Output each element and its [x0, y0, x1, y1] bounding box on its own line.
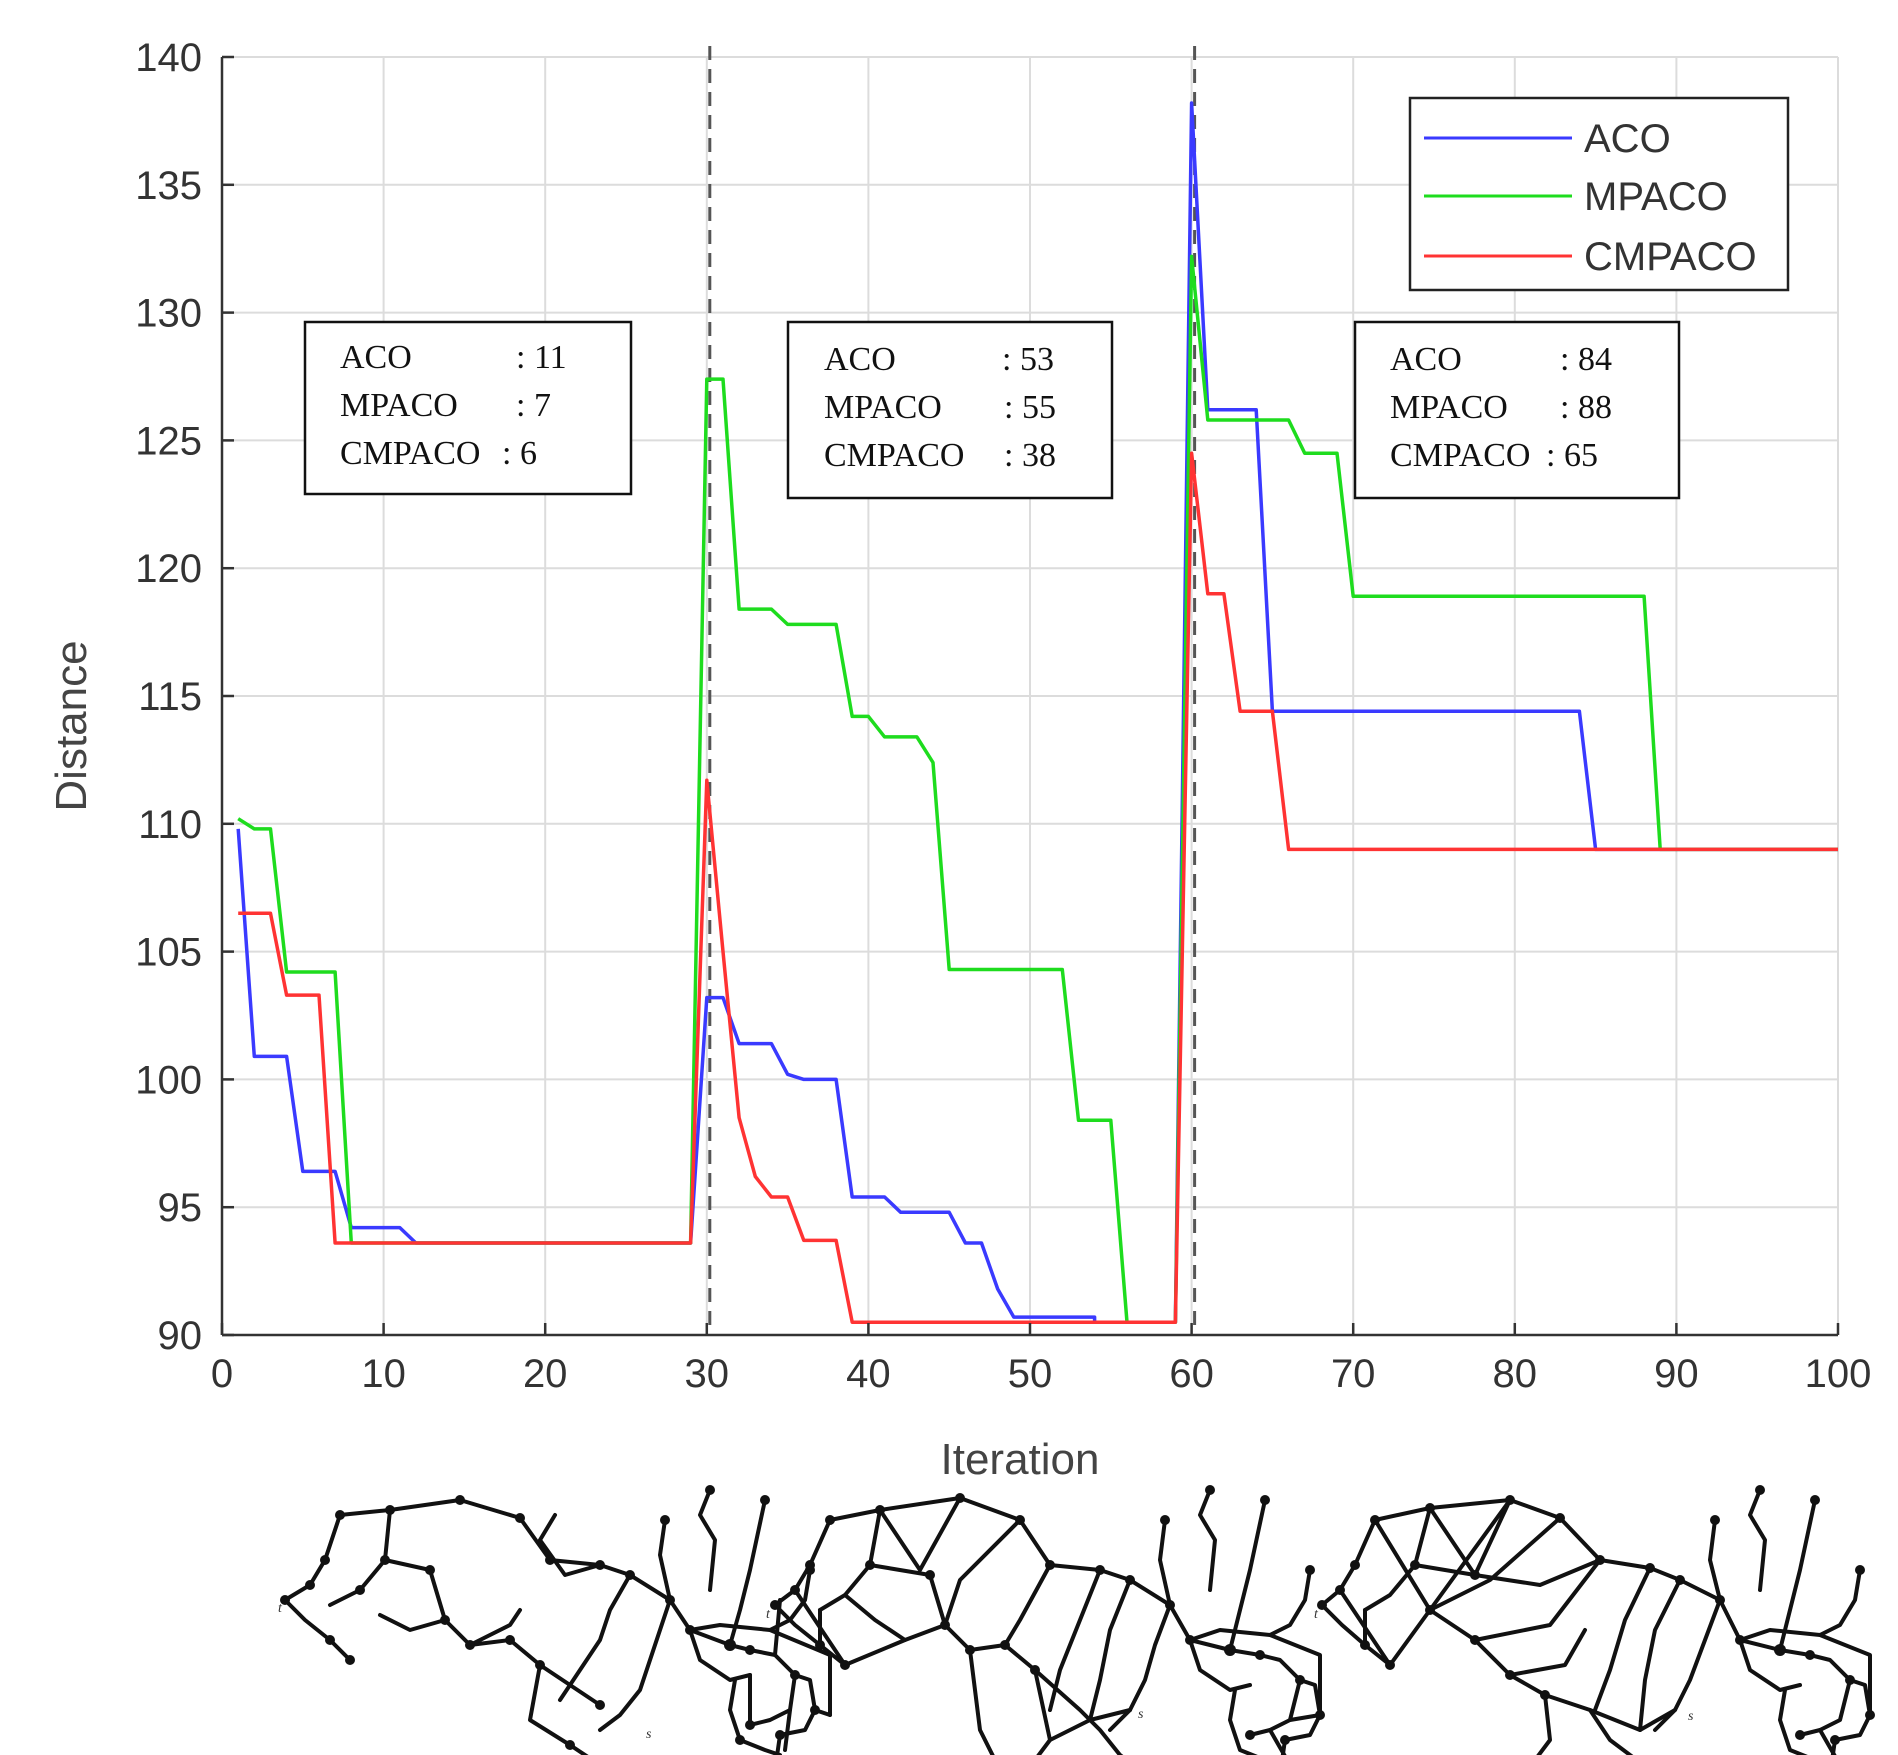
annotation-name: ACO: [824, 341, 896, 378]
x-tick-label: 100: [1805, 1352, 1872, 1396]
annotation-value: : 84: [1560, 341, 1612, 378]
y-tick-label: 115: [138, 675, 202, 719]
legend: ACO MPACO CMPACO: [1408, 96, 1790, 292]
x-tick-label: 30: [685, 1352, 730, 1396]
annotation-value: : 65: [1546, 437, 1598, 474]
y-tick-label: 95: [158, 1186, 203, 1230]
y-tick-label: 130: [135, 292, 202, 336]
y-tick-label: 105: [135, 931, 202, 975]
annotation-name: MPACO: [340, 387, 458, 424]
network-start-label: t: [766, 1607, 771, 1622]
y-tick-label: 135: [135, 164, 202, 208]
annotation-frame: [786, 320, 1114, 500]
annotation-name: ACO: [340, 339, 412, 376]
annotation-name: CMPACO: [1390, 437, 1530, 474]
annotation-value: : 7: [516, 387, 551, 424]
x-tick-label: 60: [1169, 1352, 1214, 1396]
annotation-name: CMPACO: [340, 435, 480, 472]
x-tick-label: 80: [1493, 1352, 1538, 1396]
legend-label-mpaco: MPACO: [1584, 175, 1728, 219]
network-end-label: s: [1688, 1709, 1694, 1724]
legend-label-cmpaco: CMPACO: [1584, 235, 1757, 279]
series-line-aco: [236, 101, 1838, 1324]
network-diagram-1: t s: [278, 1485, 832, 1755]
y-tick-label: 140: [135, 36, 202, 80]
annotation-box-2: ACO : 53 MPACO : 55 CMPACO : 38: [786, 320, 1114, 500]
annotation-box-1: ACO : 11 MPACO : 7 CMPACO : 6: [303, 320, 633, 496]
series-lines: [236, 101, 1838, 1324]
annotation-value: : 6: [502, 435, 537, 472]
annotation-name: MPACO: [824, 389, 942, 426]
axes: [220, 55, 1840, 1337]
network-diagram-3: t s: [1314, 1485, 1875, 1755]
y-tick-label: 110: [138, 803, 202, 847]
network-diagram-2: t s: [766, 1485, 1325, 1755]
annotation-value: : 53: [1002, 341, 1054, 378]
change-point-lines: [708, 46, 1197, 1335]
annotation-name: CMPACO: [824, 437, 964, 474]
y-tick-label: 100: [135, 1058, 202, 1102]
x-tick-label: 10: [361, 1352, 406, 1396]
x-tick-label: 40: [846, 1352, 891, 1396]
annotation-value: : 11: [516, 339, 567, 376]
annotation-value: : 88: [1560, 389, 1612, 426]
y-axis-title: Distance: [47, 640, 96, 811]
network-start-label: t: [1314, 1607, 1319, 1622]
x-tick-label: 20: [523, 1352, 568, 1396]
annotation-frame: [303, 320, 633, 496]
network-end-label: s: [1138, 1707, 1144, 1722]
y-tick-label: 90: [158, 1314, 203, 1358]
legend-label-aco: ACO: [1584, 117, 1671, 161]
annotation-box-3: ACO : 84 MPACO : 88 CMPACO : 65: [1353, 320, 1681, 500]
x-tick-label: 70: [1331, 1352, 1376, 1396]
network-end-label: s: [646, 1727, 652, 1742]
y-tick-label: 120: [135, 547, 202, 591]
y-tick-label: 125: [135, 419, 202, 463]
annotation-name: MPACO: [1390, 389, 1508, 426]
series-line-cmpaco: [238, 451, 1838, 1324]
annotation-frame: [1353, 320, 1681, 500]
network-start-label: t: [278, 1601, 283, 1616]
x-tick-label: 0: [211, 1352, 233, 1396]
x-axis-title: Iteration: [941, 1435, 1100, 1484]
x-tick-label: 50: [1008, 1352, 1053, 1396]
annotation-value: : 38: [1004, 437, 1056, 474]
x-tick-label: 90: [1654, 1352, 1699, 1396]
annotation-value: : 55: [1004, 389, 1056, 426]
legend-box: [1408, 96, 1790, 292]
tick-labels: 0 10 20 30 40 50 60 70 80 90 100 90 95 100 105 110 115 12…: [135, 36, 1871, 1396]
annotation-name: ACO: [1390, 341, 1462, 378]
